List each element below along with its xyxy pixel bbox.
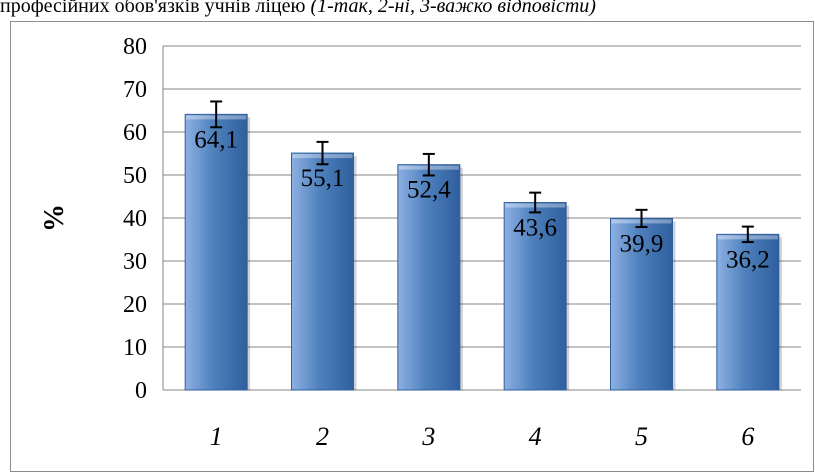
y-tick-label: 10 — [123, 335, 147, 361]
x-tick-labels: 1 2 3 4 5 6 — [210, 422, 755, 451]
x-tick-label: 5 — [635, 422, 648, 451]
bar — [184, 113, 248, 391]
bar-chart: 64,1 55,1 52,4 43,6 39,9 36,2 0 10 20 30 40 50 60 70… — [39, 34, 801, 451]
bar — [291, 152, 354, 391]
error-bar — [422, 152, 435, 177]
y-tick-label: 20 — [123, 292, 147, 318]
y-tick-label: 60 — [123, 120, 147, 146]
y-tick-label: 0 — [135, 378, 147, 404]
y-tick-label: 50 — [123, 163, 147, 189]
x-tick-label: 6 — [741, 422, 754, 451]
data-labels: 64,1 55,1 52,4 43,6 39,9 36,2 — [194, 126, 769, 273]
bar — [716, 233, 780, 391]
x-tick-label: 2 — [316, 422, 329, 451]
bars — [184, 113, 782, 391]
x-tick-label: 1 — [210, 422, 223, 451]
caption-note: (1-так, 2-ні, 3-важко відповісти) — [310, 0, 596, 17]
y-tick-label: 80 — [123, 34, 147, 60]
data-label: 36,2 — [726, 246, 770, 273]
chart-frame: 64,1 55,1 52,4 43,6 39,9 36,2 0 10 20 30 40 50 60 70… — [10, 21, 814, 472]
error-bar — [210, 100, 223, 129]
error-bar — [741, 225, 754, 244]
bar — [503, 202, 567, 391]
y-tick-label: 70 — [123, 77, 147, 103]
data-label: 55,1 — [301, 165, 345, 192]
error-bar — [529, 191, 542, 214]
x-tick-label: 4 — [529, 422, 542, 451]
data-label: 64,1 — [194, 126, 238, 153]
y-axis-title: % — [39, 204, 70, 232]
y-tick-label: 30 — [123, 249, 147, 275]
x-tick-label: 3 — [421, 422, 435, 451]
bar — [610, 217, 673, 391]
data-label: 43,6 — [513, 215, 557, 242]
y-tick-labels: 0 10 20 30 40 50 60 70 80 — [123, 34, 147, 404]
figure-caption: професійних обов'язків учнів ліцею (1-та… — [0, 0, 815, 21]
bar — [397, 164, 461, 391]
error-bar — [316, 140, 329, 166]
error-bar — [635, 208, 648, 229]
gridlines — [162, 45, 801, 391]
data-label: 39,9 — [620, 230, 664, 257]
data-label: 52,4 — [407, 177, 451, 204]
caption-text: професійних обов'язків учнів ліцею — [0, 0, 311, 17]
error-bars — [210, 100, 754, 244]
y-tick-label: 40 — [123, 206, 147, 232]
